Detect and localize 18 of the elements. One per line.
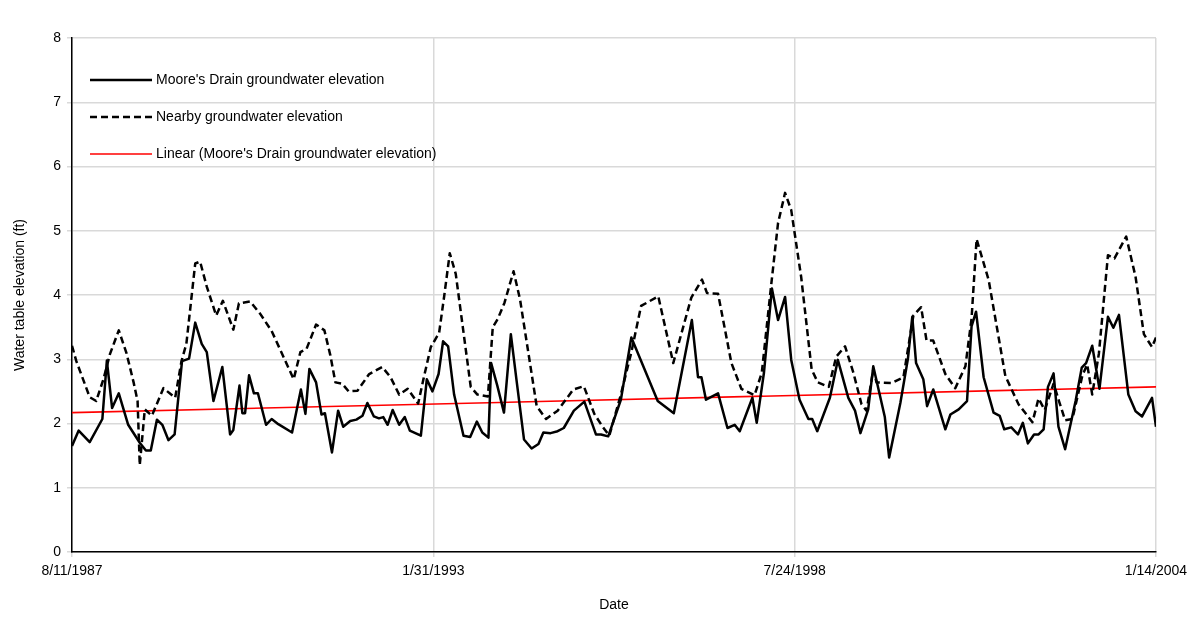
y-tick-label: 2 xyxy=(53,414,62,431)
x-axis-title: Date xyxy=(599,596,629,613)
y-tick-label: 3 xyxy=(53,350,62,367)
legend-label: Moore's Drain groundwater elevation xyxy=(156,70,385,87)
x-tick-label: 1/14/2004 xyxy=(1124,562,1188,579)
y-tick-label: 4 xyxy=(53,285,62,302)
legend-label: Nearby groundwater elevation xyxy=(156,107,343,124)
legend-label: Linear (Moore's Drain groundwater elevation) xyxy=(156,144,437,161)
y-tick-label: 1 xyxy=(53,478,62,495)
y-tick-label: 0 xyxy=(53,542,62,559)
y-axis-title: Water table elevation (ft) xyxy=(11,219,28,371)
y-tick-label: 8 xyxy=(53,28,62,45)
x-tick-label: 8/11/1987 xyxy=(41,562,103,579)
x-tick-label: 1/31/1993 xyxy=(402,562,465,579)
x-tick-label: 7/24/1998 xyxy=(763,562,827,579)
y-tick-label: 6 xyxy=(53,157,62,174)
y-tick-label: 7 xyxy=(53,93,62,110)
y-tick-label: 5 xyxy=(53,221,62,238)
